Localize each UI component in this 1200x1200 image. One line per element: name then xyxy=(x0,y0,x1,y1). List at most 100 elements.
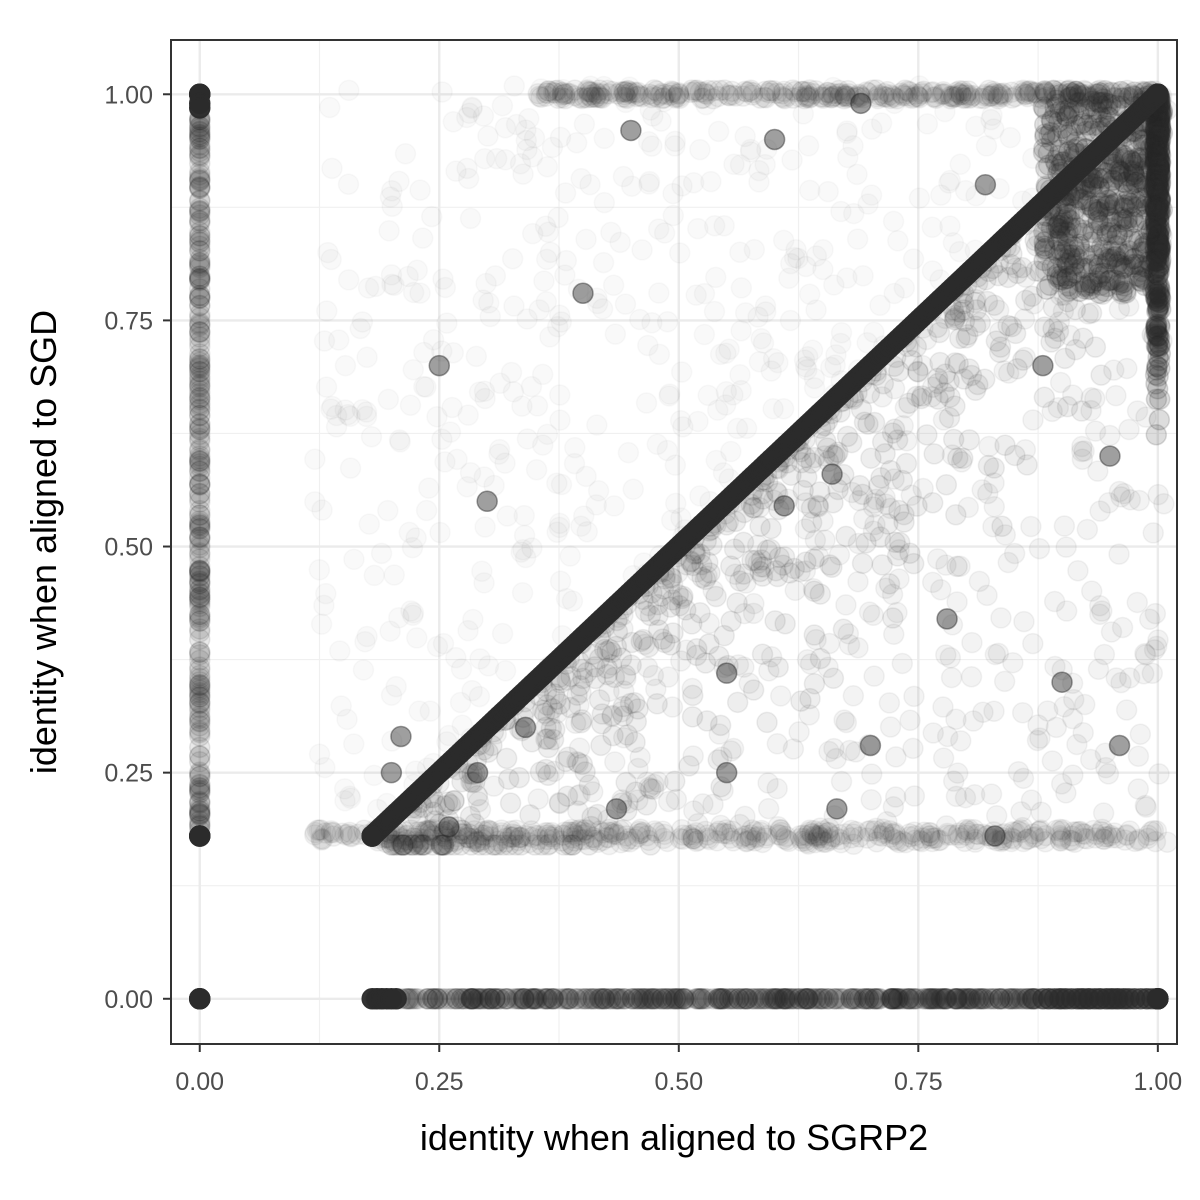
background-point xyxy=(1089,500,1111,522)
floor-point xyxy=(955,824,977,846)
background-point xyxy=(706,451,726,471)
background-point xyxy=(961,631,983,654)
near-diagonal-point xyxy=(492,834,514,856)
top-band-point xyxy=(988,82,1011,105)
background-point xyxy=(604,275,624,295)
near-diagonal-point xyxy=(499,792,522,814)
background-point xyxy=(763,489,785,512)
floor-point xyxy=(632,821,654,844)
marked-point xyxy=(428,354,451,377)
near-diagonal-point xyxy=(646,693,668,715)
background-point xyxy=(663,184,683,204)
floor-point xyxy=(697,827,719,849)
background-point xyxy=(735,572,757,594)
background-point xyxy=(932,409,955,431)
near-diagonal-point xyxy=(601,704,624,727)
top-band-point xyxy=(615,81,638,103)
floor-point xyxy=(957,820,979,842)
background-point xyxy=(1128,489,1150,512)
left-band-point xyxy=(188,140,211,163)
bottom-band-point xyxy=(690,988,712,1010)
background-point xyxy=(711,746,733,768)
background-point xyxy=(451,819,474,842)
background-point xyxy=(896,430,918,452)
floor-point xyxy=(569,818,591,841)
floor-point xyxy=(306,819,329,841)
floor-point xyxy=(564,830,586,852)
background-point xyxy=(930,578,952,601)
near-diagonal-point xyxy=(1054,347,1076,370)
background-point xyxy=(1116,357,1138,380)
near-diagonal-point xyxy=(519,804,541,826)
background-point xyxy=(649,283,669,303)
floor-point xyxy=(730,827,752,850)
floor-point xyxy=(991,823,1014,846)
floor-point xyxy=(1100,824,1122,847)
floor-point xyxy=(467,830,490,853)
floor-point xyxy=(680,826,703,848)
x-tick-label: 1.00 xyxy=(1134,1068,1183,1096)
top-band-point xyxy=(736,81,758,103)
background-point xyxy=(894,278,914,298)
background-point xyxy=(525,128,545,148)
background-point xyxy=(386,677,406,697)
top-band-point xyxy=(883,86,905,109)
background-point xyxy=(390,430,410,450)
floor-point xyxy=(487,830,509,852)
background-point xyxy=(1141,662,1164,685)
background-point xyxy=(1118,667,1141,689)
background-point xyxy=(600,654,623,676)
floor-point xyxy=(1049,818,1071,841)
background-point xyxy=(611,789,633,811)
background-point xyxy=(1035,240,1058,262)
floor-point xyxy=(940,824,963,846)
background-point xyxy=(440,422,460,442)
background-point xyxy=(949,827,971,849)
floor-point xyxy=(407,827,430,849)
floor-point xyxy=(536,822,559,844)
background-point xyxy=(706,267,726,287)
background-point xyxy=(1044,655,1066,678)
bottom-band-point xyxy=(547,988,569,1010)
top-band-point xyxy=(992,85,1014,108)
floor-point xyxy=(884,823,907,846)
background-point xyxy=(665,131,685,151)
top-band-point xyxy=(758,82,781,104)
floor-point xyxy=(499,826,521,848)
floor-point xyxy=(1093,828,1115,851)
top-band-point xyxy=(822,85,844,108)
background-point xyxy=(757,797,780,820)
background-point xyxy=(1010,801,1032,823)
floor-point xyxy=(912,827,934,849)
floor-point xyxy=(981,825,1003,848)
floor-point xyxy=(446,825,468,848)
background-point xyxy=(1087,658,1110,681)
background-point xyxy=(818,632,841,655)
background-point xyxy=(972,701,994,723)
top-band-point xyxy=(828,86,851,108)
background-point xyxy=(794,560,817,582)
background-point xyxy=(1148,763,1170,785)
background-point xyxy=(576,229,596,249)
near-diagonal-point xyxy=(1047,320,1070,343)
floor-point xyxy=(409,821,432,843)
floor-point xyxy=(527,828,550,851)
marked-point xyxy=(1032,354,1054,377)
background-point xyxy=(432,82,452,102)
floor-point xyxy=(603,820,625,843)
background-point xyxy=(708,820,730,842)
background-point xyxy=(1073,440,1095,462)
top-band-point xyxy=(546,79,569,101)
background-point xyxy=(894,396,917,419)
background-point xyxy=(730,365,750,385)
floor-point xyxy=(334,824,357,846)
floor-point xyxy=(1145,820,1168,842)
background-point xyxy=(682,745,704,767)
near-diagonal-point xyxy=(510,834,532,856)
floor-point xyxy=(735,830,757,853)
floor-point xyxy=(919,822,942,844)
near-diagonal-point xyxy=(603,666,626,689)
background-point xyxy=(312,614,332,634)
background-point xyxy=(784,579,807,602)
top-band-point xyxy=(990,83,1012,105)
